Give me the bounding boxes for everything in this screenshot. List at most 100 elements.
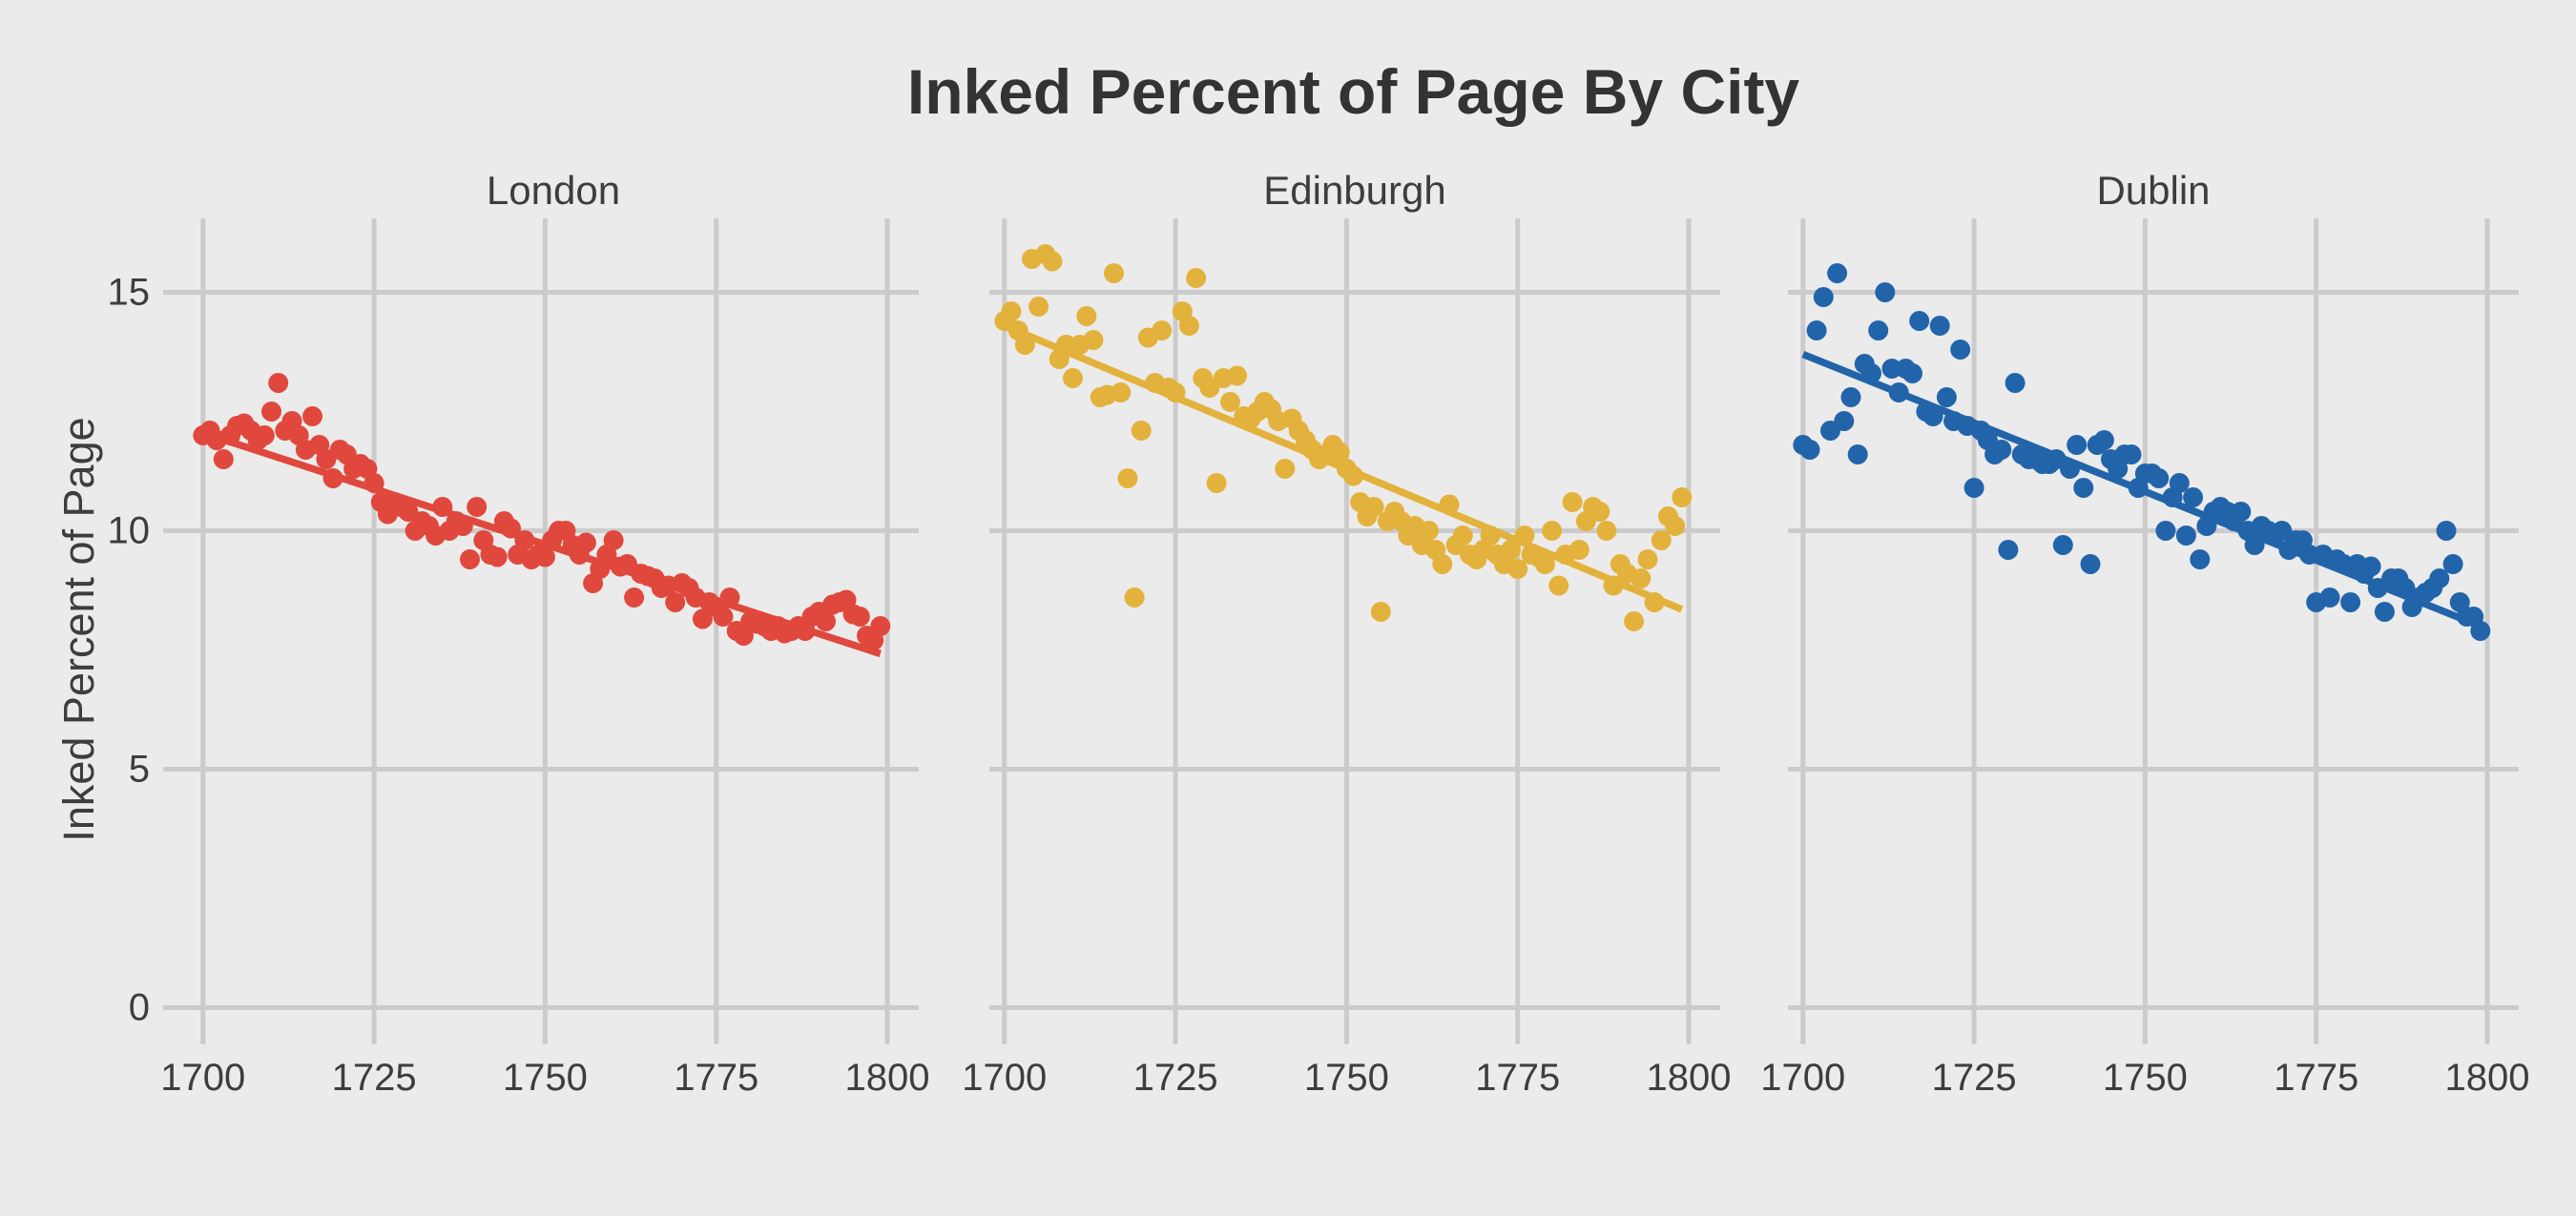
- chart-title: Inked Percent of Page By City: [906, 56, 1800, 127]
- data-point: [1131, 421, 1152, 441]
- data-point: [2340, 592, 2361, 612]
- data-point: [1834, 411, 1855, 431]
- data-point: [2436, 521, 2457, 541]
- data-point: [1227, 365, 1248, 386]
- data-point: [1028, 297, 1049, 317]
- x-tick-label: 1775: [674, 1057, 758, 1099]
- data-point: [534, 546, 555, 567]
- data-point: [2374, 602, 2395, 622]
- facet-panel-london: 1700 1725 1750 1775 1800 0 5 10 15: [108, 218, 930, 1099]
- data-point: [1998, 540, 2019, 560]
- data-point: [467, 497, 488, 517]
- data-point: [1827, 263, 1848, 283]
- y-tick-label: 5: [129, 749, 150, 791]
- data-point: [1562, 492, 1583, 512]
- x-tick-label: 1750: [2103, 1057, 2188, 1099]
- data-point: [2360, 556, 2381, 577]
- data-point: [2190, 549, 2211, 569]
- data-point: [1419, 521, 1439, 541]
- data-point: [1548, 575, 1569, 596]
- y-tick-label: 0: [129, 987, 150, 1029]
- x-tick-label: 1725: [1133, 1057, 1218, 1099]
- data-point: [665, 592, 686, 612]
- trend-line: [1003, 322, 1684, 613]
- data-point: [261, 402, 281, 422]
- data-point: [2067, 435, 2088, 455]
- x-tick-label: 1700: [1760, 1057, 1845, 1099]
- data-point: [213, 449, 234, 469]
- data-point: [1651, 530, 1672, 550]
- x-tick-label: 1700: [962, 1057, 1047, 1099]
- data-point: [575, 532, 596, 553]
- data-point: [1083, 330, 1104, 350]
- y-tick-label: 10: [108, 510, 151, 552]
- facet-panel-dublin: 1700 1725 1750 1775 1800: [1760, 218, 2529, 1099]
- data-point: [1568, 540, 1589, 560]
- x-tick-label: 1700: [160, 1057, 245, 1099]
- data-point: [1589, 502, 1610, 522]
- data-point: [2005, 373, 2025, 393]
- data-point: [624, 587, 645, 608]
- data-point: [1991, 440, 2012, 460]
- data-point: [487, 546, 508, 567]
- data-point: [1063, 368, 1083, 388]
- data-point: [1637, 549, 1658, 569]
- data-point: [1042, 251, 1063, 272]
- facet-panel-edinburgh: 1700 1725 1750 1775 1800: [962, 218, 1731, 1099]
- data-point: [1799, 440, 1820, 460]
- data-point: [1881, 359, 1902, 379]
- x-tick-label: 1775: [2274, 1057, 2358, 1099]
- data-point: [1111, 382, 1132, 402]
- data-point: [1596, 521, 1617, 541]
- data-point: [1631, 568, 1652, 588]
- data-point: [1501, 540, 1521, 560]
- data-point: [816, 611, 836, 631]
- data-point: [2149, 468, 2170, 488]
- data-point: [2231, 502, 2252, 522]
- data-point: [1363, 497, 1384, 517]
- data-point: [1275, 459, 1296, 479]
- data-point: [849, 607, 870, 627]
- data-point: [1875, 282, 1896, 302]
- data-point: [1909, 311, 1930, 331]
- data-point: [1665, 516, 1686, 536]
- data-point: [1902, 363, 1922, 383]
- data-point: [1220, 392, 1240, 412]
- data-point: [1076, 306, 1097, 326]
- data-point: [1152, 320, 1173, 340]
- x-tick-label: 1800: [845, 1057, 930, 1099]
- data-point: [1206, 473, 1227, 493]
- facet-label-edinburgh: Edinburgh: [1263, 168, 1446, 213]
- trend-line: [201, 429, 882, 658]
- data-point: [1329, 442, 1350, 463]
- data-point: [2073, 478, 2094, 498]
- data-point: [460, 549, 480, 569]
- data-point: [1840, 387, 1861, 407]
- facet-label-london: London: [486, 168, 621, 213]
- data-point: [1432, 554, 1453, 574]
- data-point: [2093, 430, 2114, 450]
- data-point: [2121, 444, 2142, 464]
- data-point: [1929, 316, 1950, 336]
- data-point: [2155, 521, 2176, 541]
- x-tick-label: 1750: [503, 1057, 588, 1099]
- data-point: [268, 373, 289, 393]
- data-point: [692, 608, 713, 629]
- data-point: [1950, 340, 1971, 360]
- data-point: [1507, 559, 1528, 579]
- x-tick-label: 1725: [1932, 1057, 2017, 1099]
- data-point: [1847, 444, 1868, 464]
- data-point: [2080, 554, 2101, 574]
- data-point: [1868, 320, 1889, 340]
- data-point: [2319, 587, 2340, 608]
- data-point: [1104, 263, 1124, 283]
- data-point: [1370, 602, 1391, 622]
- data-point: [2183, 487, 2204, 507]
- data-point: [1813, 287, 1834, 307]
- y-tick-label: 15: [108, 272, 151, 314]
- x-tick-label: 1800: [2445, 1057, 2530, 1099]
- data-point: [713, 607, 734, 627]
- data-point: [2442, 554, 2463, 574]
